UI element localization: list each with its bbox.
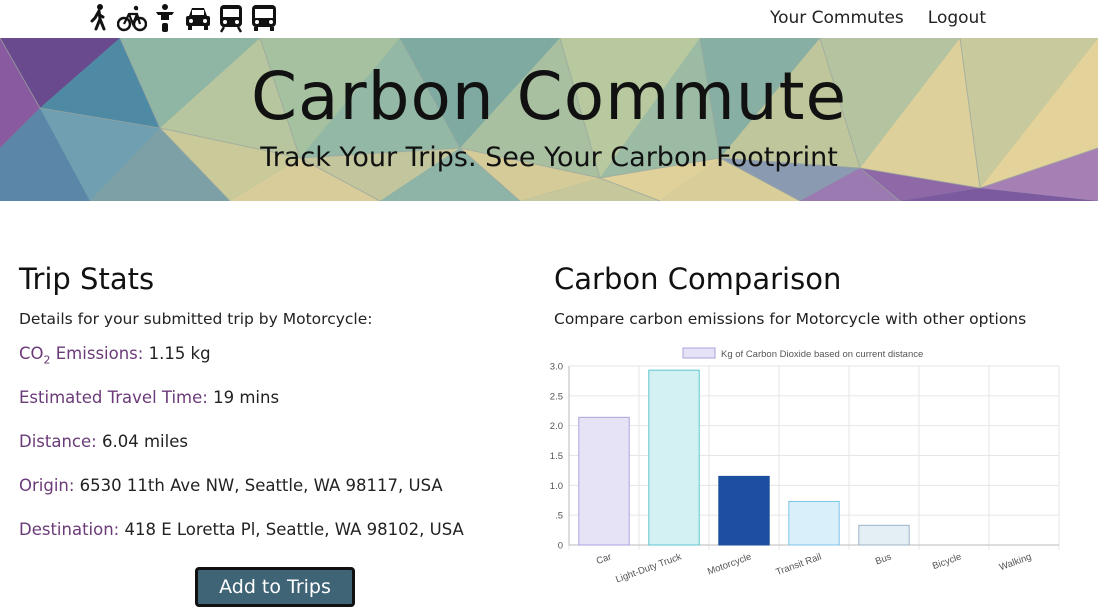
legend-label: Kg of Carbon Dioxide based on current di… (721, 349, 923, 360)
carbon-comparison-lead: Compare carbon emissions for Motorcycle … (554, 310, 1027, 328)
nav-logout-link[interactable]: Logout (927, 8, 986, 28)
trip-stats-heading: Trip Stats (19, 262, 155, 296)
travel-time-row: Estimated Travel Time: 19 mins (19, 388, 279, 407)
carbon-comparison-section: Carbon Comparison Compare carbon emissio… (554, 262, 1074, 328)
nav-your-commutes-link[interactable]: Your Commutes (769, 8, 904, 28)
origin-row: Origin: 6530 11th Ave NW, Seattle, WA 98… (19, 476, 443, 495)
bar-transit-rail (788, 500, 840, 546)
bus-icon (249, 3, 279, 33)
x-tick-label: Transit Rail (774, 551, 823, 578)
add-to-trips-button[interactable]: Add to Trips (195, 567, 355, 607)
nav-links: Your Commutes Logout (770, 8, 986, 28)
y-tick-label: .5 (555, 511, 563, 522)
x-tick-label: Motorcycle (706, 551, 753, 577)
co2-label-sub: 2 (43, 353, 51, 367)
bar-motorcycle (718, 475, 770, 546)
x-tick-label: Bus (874, 551, 893, 567)
x-tick-label: Walking (998, 551, 1033, 573)
train-icon (216, 3, 246, 33)
hero-background-pattern (0, 38, 1098, 201)
hero-subtitle: Track Your Trips. See Your Carbon Footpr… (260, 142, 838, 173)
travel-time-label: Estimated Travel Time: (19, 388, 208, 407)
destination-label: Destination: (19, 520, 120, 539)
car-icon (183, 3, 213, 33)
trip-stats-lead: Details for your submitted trip by Motor… (19, 310, 373, 328)
bar-bus (858, 524, 910, 546)
co2-label-tail: Emissions: (50, 344, 144, 363)
distance-row: Distance: 6.04 miles (19, 432, 188, 451)
origin-label: Origin: (19, 476, 75, 495)
origin-value: 6530 11th Ave NW, Seattle, WA 98117, USA (74, 476, 443, 495)
y-tick-label: 3.0 (550, 362, 563, 373)
y-tick-label: 0 (558, 541, 563, 552)
motorcycle-icon (150, 3, 180, 33)
co2-emissions-value: 1.15 kg (143, 344, 211, 363)
mode-icons (84, 3, 279, 33)
carbon-comparison-heading: Carbon Comparison (554, 262, 842, 296)
destination-value: 418 E Loretta Pl, Seattle, WA 98102, USA (119, 520, 464, 539)
co2-emissions-label: CO2 Emissions: (19, 344, 144, 367)
destination-row: Destination: 418 E Loretta Pl, Seattle, … (19, 520, 464, 539)
y-tick-label: 2.5 (550, 391, 563, 402)
bar-car (578, 416, 630, 546)
carbon-comparison-chart: Kg of Carbon Dioxide based on current di… (550, 347, 1060, 585)
y-tick-label: 1.5 (550, 451, 563, 462)
co2-label-main: CO (19, 344, 44, 363)
distance-value: 6.04 miles (96, 432, 188, 451)
hero-title: Carbon Commute (250, 58, 848, 135)
distance-label: Distance: (19, 432, 97, 451)
top-nav: Your Commutes Logout (0, 0, 1098, 38)
bicycle-icon (116, 3, 148, 33)
x-tick-label: Bicycle (931, 551, 963, 572)
bar-light-duty-truck (648, 369, 700, 546)
x-tick-label: Car (595, 551, 613, 567)
y-tick-label: 2.0 (550, 421, 563, 432)
hero-banner: Carbon Commute Track Your Trips. See You… (0, 38, 1098, 201)
legend-swatch (682, 347, 716, 359)
y-tick-label: 1.0 (550, 481, 563, 492)
walking-icon (84, 3, 114, 33)
travel-time-value: 19 mins (207, 388, 280, 407)
trip-stats-section: Trip Stats Details for your submitted tr… (19, 262, 499, 328)
co2-emissions-row: CO2 Emissions: 1.15 kg (19, 344, 211, 366)
x-tick-label: Light-Duty Truck (614, 551, 683, 585)
